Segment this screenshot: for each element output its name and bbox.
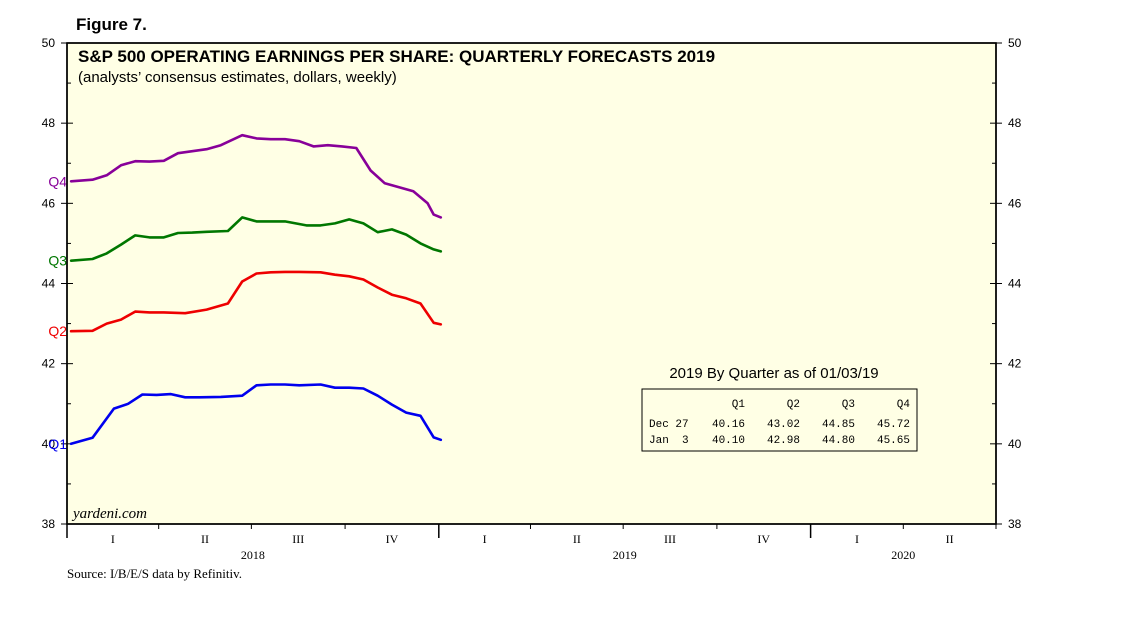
chart-title: S&P 500 OPERATING EARNINGS PER SHARE: QU… (78, 47, 715, 66)
table-cell: 45.65 (877, 435, 910, 447)
table-header: Q1 (732, 399, 746, 411)
y-tick-label-right: 50 (1008, 36, 1022, 50)
x-tick-label: III (664, 532, 676, 546)
series-label-q3: Q3 (48, 253, 67, 269)
x-year-label: 2019 (613, 548, 637, 562)
y-tick-label-left: 42 (42, 357, 56, 371)
table-cell: Dec 27 (649, 419, 689, 431)
y-tick-label-left: 44 (42, 277, 56, 291)
y-tick-label-left: 48 (42, 116, 56, 130)
table-header: Q4 (897, 399, 911, 411)
chart-subtitle: (analysts’ consensus estimates, dollars,… (78, 69, 397, 86)
x-tick-label: I (111, 532, 115, 546)
source-note: Source: I/B/E/S data by Refinitiv. (67, 566, 242, 581)
y-tick-label-left: 38 (42, 517, 56, 531)
table-cell: 45.72 (877, 419, 910, 431)
table-cell: 40.16 (712, 419, 745, 431)
plot-area (66, 42, 997, 525)
y-tick-label-right: 42 (1008, 357, 1022, 371)
series-line-q1 (69, 383, 443, 446)
table-frame (641, 388, 918, 452)
table-cell: Jan 3 (649, 435, 689, 447)
series-label-q2: Q2 (48, 323, 67, 339)
table-cell: 42.98 (767, 435, 800, 447)
y-tick-label-left: 40 (42, 437, 56, 451)
x-tick-label: I (855, 532, 859, 546)
series-label-q4: Q4 (48, 173, 67, 189)
series-line-q4 (69, 133, 443, 219)
x-tick-label: III (292, 532, 304, 546)
table-title: 2019 By Quarter as of 01/03/19 (669, 365, 878, 382)
watermark: yardeni.com (71, 506, 147, 522)
x-year-label: 2018 (241, 548, 265, 562)
table-cell: 44.85 (822, 419, 855, 431)
table-header: Q2 (787, 399, 800, 411)
x-tick-label: II (201, 532, 209, 546)
y-tick-label-right: 38 (1008, 517, 1022, 531)
x-tick-label: IV (757, 532, 770, 546)
table-cell: 44.80 (822, 435, 855, 447)
x-tick-label: I (483, 532, 487, 546)
data-table: 2019 By Quarter as of 01/03/19 Q1 Q2 Q3 Q4 D… (641, 365, 918, 452)
table-cells: Q1 Q2 Q3 Q4 Dec 27 40.16 43.02 44.85 45.72 Jan 3 4… (649, 399, 910, 447)
y-tick-label-right: 48 (1008, 116, 1022, 130)
x-year-label: 2020 (891, 548, 915, 562)
plot-frame (66, 42, 997, 525)
y-tick-label-right: 40 (1008, 437, 1022, 451)
series-lines (69, 133, 443, 446)
table-cell: 40.10 (712, 435, 745, 447)
x-tick-label: IV (386, 532, 399, 546)
series-labels: Q1 Q2 Q3 Q4 (48, 173, 67, 452)
series-line-q2 (69, 270, 443, 333)
x-tick-label: II (573, 532, 581, 546)
y-tick-label-left: 46 (42, 196, 56, 210)
figure-label: Figure 7. (76, 15, 147, 34)
x-tick-label: II (946, 532, 954, 546)
y-tick-label-right: 44 (1008, 277, 1022, 291)
series-line-q3 (69, 216, 443, 263)
table-header: Q3 (842, 399, 855, 411)
y-tick-label-left: 50 (42, 36, 56, 50)
y-tick-label-right: 46 (1008, 196, 1022, 210)
table-cell: 43.02 (767, 419, 800, 431)
series-label-q1: Q1 (48, 436, 67, 452)
